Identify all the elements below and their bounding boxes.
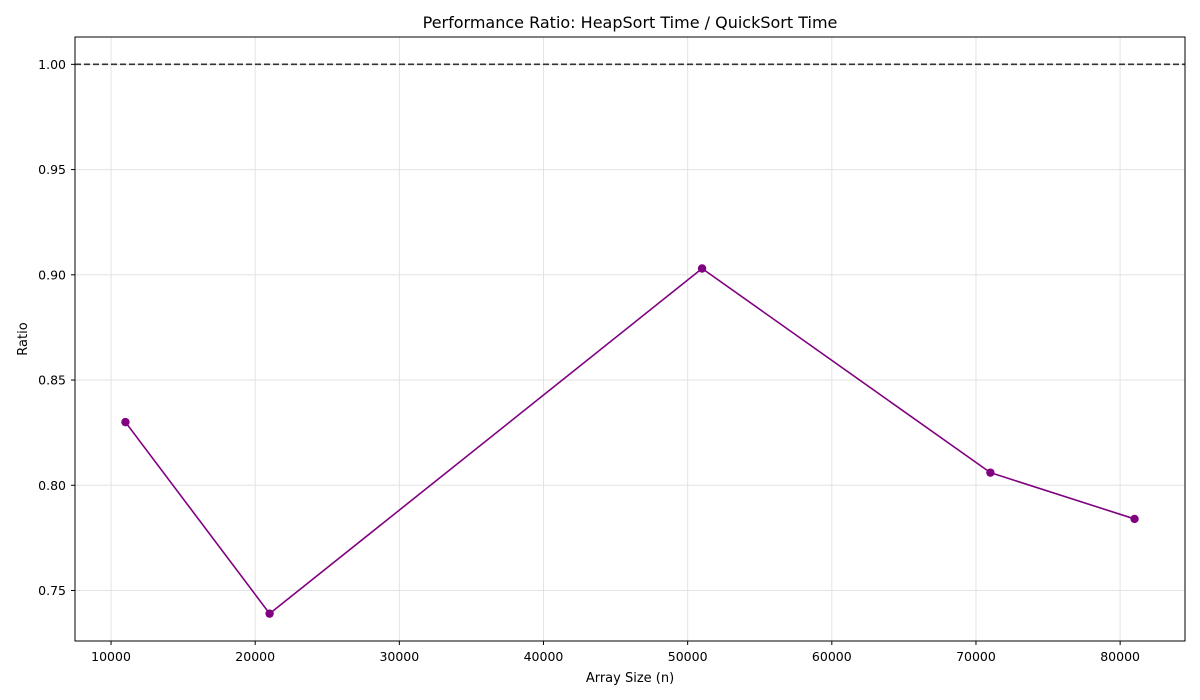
x-tick-label: 80000	[1100, 649, 1140, 664]
data-point	[121, 417, 130, 427]
data-point	[986, 468, 995, 477]
x-axis: 10000 20000 30000 40000 50000 60000 70000 80000	[91, 641, 1140, 664]
y-tick-label: 1.00	[38, 57, 66, 72]
y-axis-title: Ratio	[16, 322, 31, 355]
data-point	[265, 609, 274, 618]
x-axis-title: Array Size (n)	[586, 671, 674, 686]
x-tick-label: 70000	[956, 649, 996, 664]
x-tick-label: 40000	[524, 649, 564, 664]
x-tick-label: 50000	[668, 649, 708, 664]
data-point	[1130, 514, 1139, 524]
x-tick-label: 60000	[812, 649, 852, 664]
plot-area-frame	[74, 36, 1186, 642]
data-point	[697, 264, 707, 273]
y-tick-label: 0.80	[38, 478, 66, 493]
y-axis: 0.75 0.80 0.85 0.90 0.95 1.00	[38, 57, 75, 598]
series-group	[121, 264, 1139, 618]
y-tick-label: 0.95	[38, 162, 66, 177]
y-tick-label: 0.85	[38, 373, 66, 388]
x-tick-label: 20000	[235, 649, 275, 664]
y-tick-label: 0.75	[38, 583, 66, 598]
y-tick-label: 0.90	[38, 267, 66, 282]
x-tick-label: 10000	[91, 649, 131, 664]
x-tick-label: 30000	[379, 649, 419, 664]
chart-title: Performance Ratio: HeapSort Time / Quick…	[423, 13, 838, 32]
